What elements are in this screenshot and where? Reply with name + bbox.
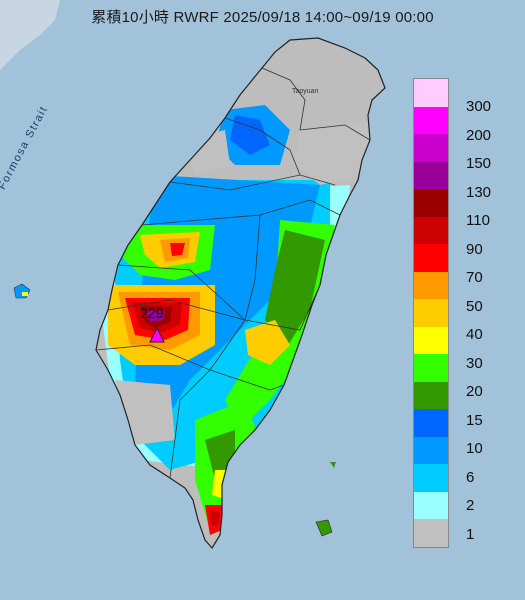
peak-value-label: 229	[140, 305, 164, 321]
legend-label: 150	[466, 155, 492, 172]
legend-label: 300	[466, 98, 492, 115]
map-title: 累積10小時 RWRF 2025/09/18 14:00~09/19 00:00	[91, 9, 434, 26]
color-legend	[413, 78, 449, 548]
legend-label: 90	[466, 240, 483, 258]
legend-label: 70	[466, 269, 483, 286]
legend-swatch	[413, 381, 449, 409]
legend-swatch	[413, 491, 449, 519]
legend-swatch	[413, 106, 449, 134]
legend-label: 200	[466, 126, 492, 144]
legend-swatch	[413, 189, 449, 217]
legend-label: 40	[466, 326, 483, 343]
city-label: Taoyuan	[292, 88, 319, 95]
peak-marker	[149, 326, 165, 343]
legend-swatch	[413, 464, 449, 492]
legend-label: 15	[466, 411, 483, 429]
county-boundaries	[95, 67, 371, 479]
legend-label: 10	[466, 440, 483, 457]
legend-label: 2	[466, 497, 475, 514]
legend-swatch	[413, 299, 449, 327]
legend-label: 6	[466, 468, 475, 486]
legend-swatch	[413, 244, 449, 272]
legend-swatch	[413, 216, 449, 244]
legend-label: 20	[466, 383, 483, 400]
legend-swatch	[413, 78, 449, 107]
legend-swatch	[413, 436, 449, 464]
legend-label: 110	[466, 212, 490, 229]
legend-label: 30	[466, 354, 483, 372]
legend-swatch	[413, 326, 449, 354]
offshore-islands	[13, 283, 336, 537]
legend-swatch	[413, 409, 449, 437]
legend-swatch	[413, 161, 449, 189]
legend-swatch	[413, 134, 449, 162]
legend-swatch	[413, 354, 449, 382]
legend-label: 130	[466, 183, 492, 201]
legend-label: 50	[466, 297, 483, 315]
mainland-coast	[0, 0, 60, 70]
legend-swatch	[413, 271, 449, 299]
legend-swatch	[413, 519, 449, 548]
legend-label: 1	[466, 525, 475, 543]
